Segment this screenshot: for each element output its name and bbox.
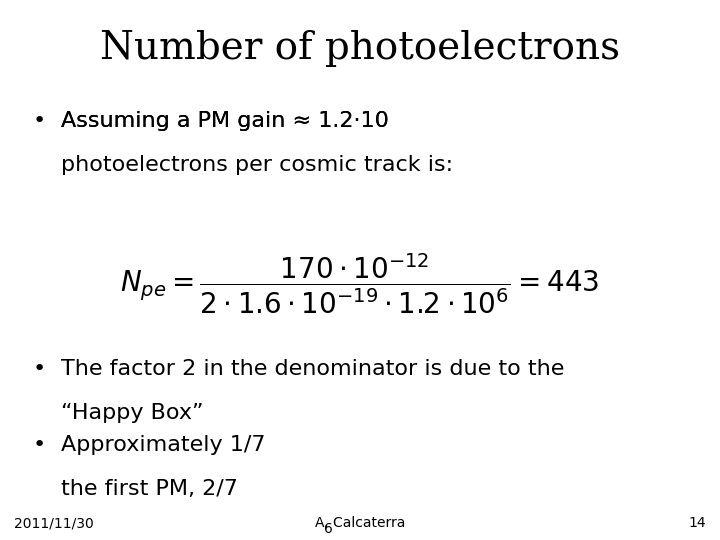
Text: “Happy Box”: “Happy Box” [61,403,204,423]
Text: The factor 2 in the denominator is due to the: The factor 2 in the denominator is due t… [61,359,564,379]
Text: the first PM, 2/7: the first PM, 2/7 [61,479,238,499]
Text: $N_{pe} = \dfrac{170 \cdot 10^{-12}}{2 \cdot 1.6 \cdot 10^{-19} \cdot 1.2 \cdot : $N_{pe} = \dfrac{170 \cdot 10^{-12}}{2 \… [120,251,600,315]
Text: 14: 14 [688,516,706,530]
Text: A. Calcaterra: A. Calcaterra [315,516,405,530]
Text: 2011/11/30: 2011/11/30 [14,516,94,530]
Text: photoelectrons per cosmic track is:: photoelectrons per cosmic track is: [61,155,454,175]
Text: •: • [32,435,45,455]
Text: •: • [32,111,45,131]
Text: Approximately 1/7: Approximately 1/7 [61,435,266,455]
Text: Number of photoelectrons: Number of photoelectrons [100,30,620,67]
Text: 6: 6 [324,522,333,536]
Text: •: • [32,359,45,379]
Text: Assuming a PM gain ≈ 1.2·10: Assuming a PM gain ≈ 1.2·10 [61,111,389,131]
Text: Assuming a PM gain ≈ 1.2·10: Assuming a PM gain ≈ 1.2·10 [61,111,389,131]
